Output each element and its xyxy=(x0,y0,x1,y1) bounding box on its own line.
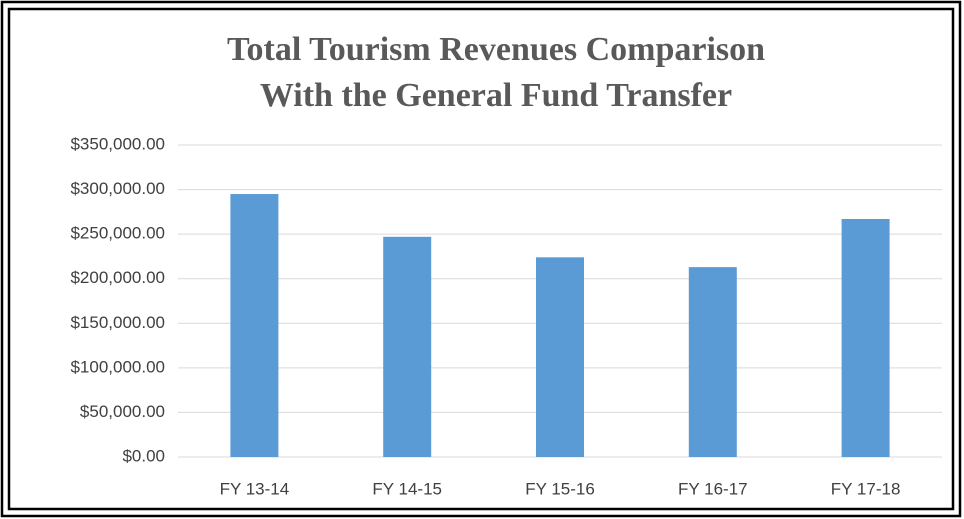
x-tick-label: FY 14-15 xyxy=(372,479,442,498)
bar xyxy=(536,257,584,457)
y-tick-label: $150,000.00 xyxy=(70,313,165,332)
x-tick-label: FY 17-18 xyxy=(831,479,901,498)
bar xyxy=(230,194,279,457)
chart-title: Total Tourism Revenues Comparison xyxy=(227,31,765,68)
bar xyxy=(383,236,432,457)
bar xyxy=(688,267,737,457)
y-tick-label: $350,000.00 xyxy=(70,134,165,153)
y-tick-label: $200,000.00 xyxy=(70,268,165,287)
bar xyxy=(841,218,890,457)
x-tick-label: FY 13-14 xyxy=(220,479,290,498)
chart-title: With the General Fund Transfer xyxy=(260,77,732,114)
x-tick-label: FY 15-16 xyxy=(525,479,595,498)
inner-frame xyxy=(7,7,955,511)
y-tick-label: $100,000.00 xyxy=(70,357,165,376)
y-tick-label: $0.00 xyxy=(122,446,165,465)
x-tick-label: FY 16-17 xyxy=(678,479,748,498)
y-tick-label: $50,000.00 xyxy=(80,402,165,421)
y-tick-label: $250,000.00 xyxy=(70,224,165,243)
y-tick-label: $300,000.00 xyxy=(70,179,165,198)
